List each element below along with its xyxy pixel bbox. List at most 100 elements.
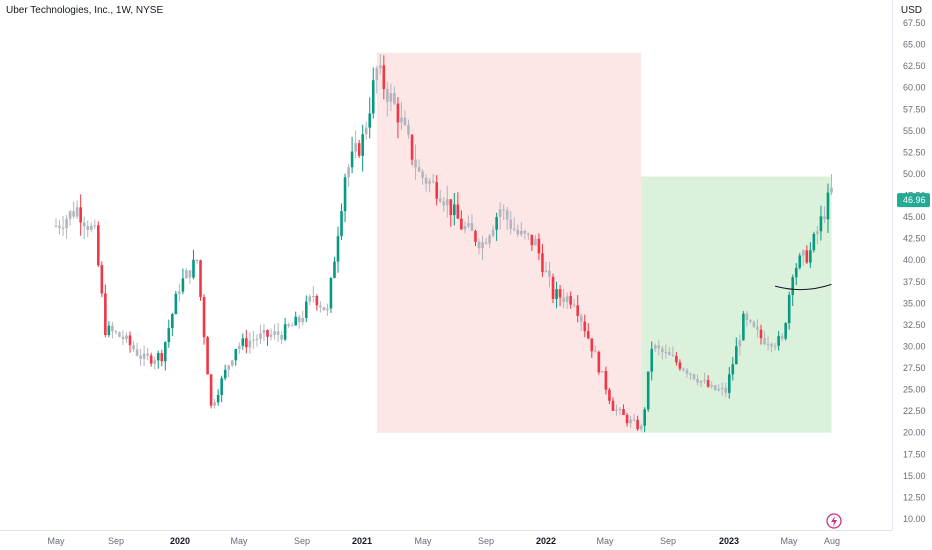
candle-body xyxy=(206,337,209,375)
candle-body xyxy=(823,216,826,220)
candle-body xyxy=(185,270,188,279)
candle-body xyxy=(727,374,731,393)
candle-body xyxy=(61,227,65,229)
candle-body xyxy=(438,198,442,202)
candle-body xyxy=(460,218,463,230)
candle-body xyxy=(689,373,692,375)
candle-body xyxy=(752,321,756,327)
candle-body xyxy=(149,355,153,364)
candle-body xyxy=(604,370,608,390)
x-tick-label: 2022 xyxy=(536,536,556,546)
candle-body xyxy=(523,230,527,234)
currency-label: USD xyxy=(900,5,922,16)
candle-body xyxy=(442,201,446,206)
candle-body xyxy=(572,304,576,306)
candle-body xyxy=(93,225,97,227)
x-tick-label: Aug xyxy=(824,536,840,546)
candle-body xyxy=(597,351,601,373)
candle-body xyxy=(579,315,583,322)
candle-body xyxy=(495,217,498,230)
candle-body xyxy=(111,325,114,332)
candle-body xyxy=(720,387,724,390)
candle-body xyxy=(724,387,728,393)
candle-body xyxy=(463,226,467,230)
candle-body xyxy=(347,167,350,178)
candle-body xyxy=(357,143,361,156)
candle-body xyxy=(100,265,104,294)
x-tick-label: Sep xyxy=(478,536,494,546)
candle-body xyxy=(671,354,675,356)
candle-body xyxy=(350,151,354,168)
candle-body xyxy=(777,336,780,346)
x-tick-label: Sep xyxy=(294,536,310,546)
candle-body xyxy=(142,353,146,359)
x-tick-label: 2023 xyxy=(719,536,739,546)
y-axis-line xyxy=(892,0,893,530)
candle-body xyxy=(470,223,474,231)
candle-body xyxy=(569,296,572,305)
candle-body xyxy=(498,209,502,218)
candle-body xyxy=(364,127,368,135)
candle-body xyxy=(167,328,171,343)
candle-body xyxy=(407,125,410,135)
candle-body xyxy=(368,113,372,128)
x-tick-label: May xyxy=(230,536,248,546)
candle-body xyxy=(565,296,569,302)
candle-body xyxy=(453,204,456,216)
x-tick-label: May xyxy=(780,536,798,546)
candle-body xyxy=(594,351,597,353)
candle-body xyxy=(830,187,833,193)
y-tick-label: 15.00 xyxy=(903,471,926,481)
candle-body xyxy=(230,360,234,366)
candle-body xyxy=(378,65,382,69)
candle-body xyxy=(787,294,791,324)
candle-body xyxy=(118,332,121,337)
candle-body xyxy=(548,270,551,277)
candle-body xyxy=(315,296,319,306)
candle-body xyxy=(555,289,558,299)
candle-body xyxy=(280,334,283,340)
candle-body xyxy=(685,370,689,374)
candle-body xyxy=(636,419,639,430)
candle-body xyxy=(322,307,326,311)
candle-body xyxy=(121,336,125,340)
y-tick-label: 35.00 xyxy=(903,298,926,308)
candle-body xyxy=(791,277,795,295)
last-price-badge xyxy=(897,193,930,208)
candle-body xyxy=(643,409,646,426)
y-tick-label: 62.50 xyxy=(903,61,926,71)
y-tick-label: 50.00 xyxy=(903,169,926,179)
candle-body xyxy=(809,250,812,263)
lightning-icon[interactable] xyxy=(826,513,842,529)
candle-body xyxy=(202,297,206,338)
candle-body xyxy=(396,103,400,123)
candle-body xyxy=(537,238,541,254)
candle-body xyxy=(273,331,276,335)
x-axis-line xyxy=(0,530,892,531)
candle-body xyxy=(234,349,238,361)
candle-body xyxy=(449,199,453,216)
candle-body xyxy=(75,207,79,217)
candle-body xyxy=(773,345,777,347)
candle-body xyxy=(527,233,530,235)
candle-body xyxy=(428,181,431,184)
y-tick-label: 32.50 xyxy=(903,320,926,330)
candle-body xyxy=(562,297,565,302)
candle-body xyxy=(283,324,287,340)
candle-body xyxy=(403,117,407,126)
candle-body xyxy=(386,89,389,102)
candle-body xyxy=(329,277,333,309)
candle-body xyxy=(435,182,438,199)
y-tick-label: 67.50 xyxy=(903,18,926,28)
candle-body xyxy=(65,218,68,229)
candle-body xyxy=(706,380,710,387)
candle-body xyxy=(484,242,488,244)
y-tick-label: 57.50 xyxy=(903,104,926,114)
x-tick-label: Sep xyxy=(108,536,124,546)
candle-body xyxy=(660,348,664,353)
candle-body xyxy=(738,340,742,347)
candle-body xyxy=(682,368,685,371)
x-tick-label: May xyxy=(47,536,65,546)
candle-body xyxy=(477,241,481,249)
